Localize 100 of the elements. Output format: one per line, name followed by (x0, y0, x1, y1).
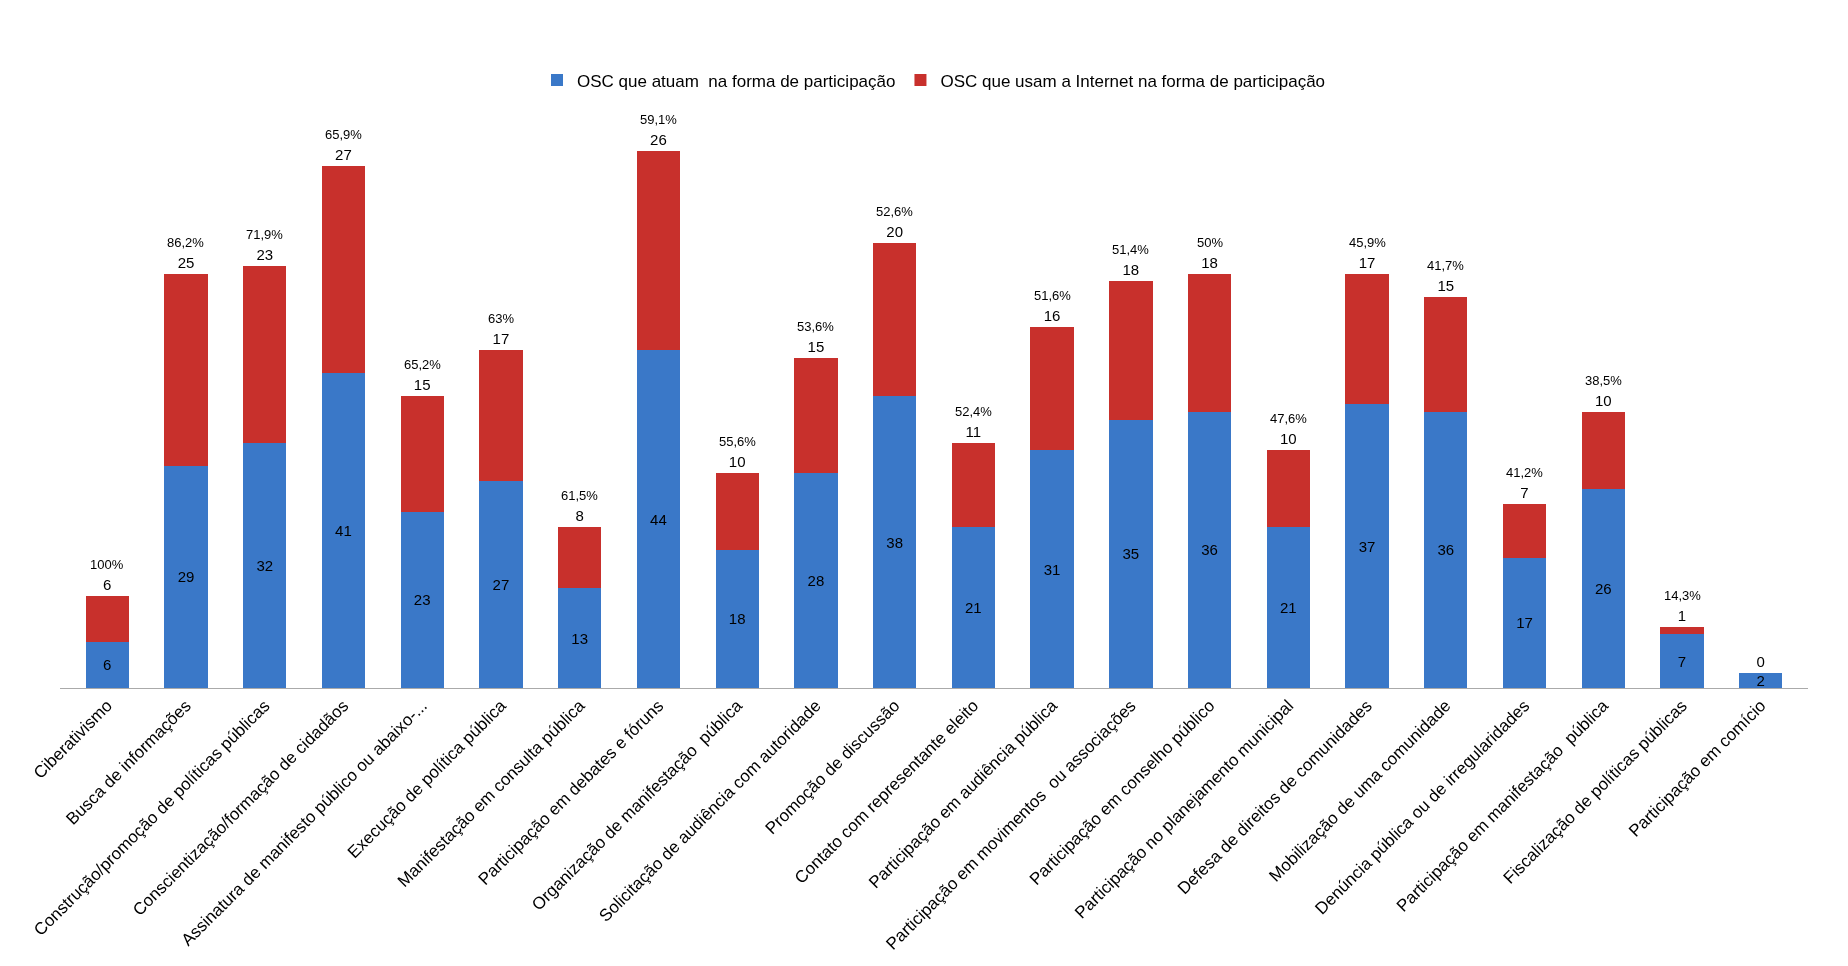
data-label: 21 (1279, 598, 1297, 616)
data-label: 15 (413, 376, 431, 394)
data-label: 23 (413, 591, 431, 609)
data-label: 2 (1756, 671, 1765, 689)
bar (400, 511, 444, 688)
bar (1502, 503, 1547, 558)
annotation: 63% (488, 311, 515, 326)
annotation: 65,2% (404, 357, 442, 372)
bar (479, 480, 523, 688)
data-label: 17 (1358, 253, 1376, 271)
bar (1187, 411, 1232, 688)
data-label: 36 (1437, 541, 1455, 559)
data-label: 18 (1122, 261, 1140, 279)
annotation: 47,6% (1270, 411, 1308, 426)
bar (1030, 327, 1074, 451)
bar (872, 396, 917, 688)
bar (1502, 557, 1547, 688)
bar (400, 396, 444, 512)
bar (1109, 419, 1153, 688)
annotation: 50% (1197, 235, 1224, 250)
annotation: 86,2% (167, 235, 205, 250)
annotation: 51,6% (1034, 288, 1072, 303)
data-label: 0 (1756, 652, 1765, 670)
data-label: 15 (1437, 276, 1455, 294)
legend-label: OSC que atuam na forma de participação (577, 71, 896, 91)
annotation: 100% (90, 557, 124, 572)
bar (636, 350, 681, 688)
data-label: 20 (886, 223, 903, 241)
bar (85, 641, 129, 688)
data-label: 13 (571, 629, 589, 647)
annotation: 55,6% (719, 434, 757, 449)
data-label: 10 (1594, 391, 1612, 409)
bar (951, 442, 996, 527)
bar (321, 373, 366, 688)
bar (1581, 488, 1625, 688)
data-label: 28 (807, 572, 825, 590)
bar (558, 526, 602, 589)
bar (1581, 411, 1625, 489)
bar (636, 151, 681, 351)
data-label: 16 (1043, 307, 1061, 325)
bar (794, 473, 838, 688)
legend-label: OSC que usam a Internet na forma de participação (940, 71, 1326, 91)
annotation: 38,5% (1585, 373, 1623, 388)
data-label: 44 (650, 510, 667, 528)
data-label: 7 (1677, 652, 1687, 670)
data-label: 26 (650, 131, 667, 148)
annotation: 52,6% (876, 204, 914, 219)
data-label: 37 (1358, 537, 1376, 555)
bar (1660, 634, 1704, 688)
bar (243, 442, 287, 688)
bar (715, 473, 759, 550)
data-label: 38 (886, 533, 903, 551)
bar (951, 526, 996, 688)
annotation: 65,9% (325, 127, 363, 142)
data-label: 17 (1516, 614, 1533, 632)
data-label: 27 (492, 575, 510, 593)
bar (164, 465, 208, 688)
bar (164, 273, 208, 466)
annotation: 51,4% (1112, 242, 1150, 257)
bar (85, 595, 129, 642)
data-label: 41 (335, 522, 352, 540)
annotation: 41,2% (1506, 465, 1544, 480)
annotation: 61,5% (561, 488, 599, 503)
data-label: 18 (728, 610, 746, 628)
annotation: 45,9% (1349, 235, 1387, 250)
annotation: 52,4% (955, 404, 993, 419)
annotation: 41,7% (1427, 258, 1465, 273)
data-label: 29 (177, 568, 195, 586)
data-label: 15 (807, 338, 825, 356)
data-label: 18 (1201, 253, 1218, 271)
annotation: 59,1% (640, 112, 678, 127)
data-label: 6 (103, 656, 112, 674)
bar (321, 166, 366, 374)
bar (1660, 626, 1704, 635)
data-label: 23 (256, 246, 274, 264)
annotation: 71,9% (246, 227, 284, 242)
bar (558, 588, 602, 688)
bar (1187, 273, 1232, 412)
data-label: 1 (1677, 606, 1687, 624)
bar (1109, 281, 1153, 420)
bar (872, 243, 917, 397)
annotation: 53,6% (797, 319, 835, 334)
bar (1345, 273, 1389, 405)
data-label: 32 (256, 556, 274, 574)
data-label: 27 (335, 146, 352, 164)
data-label: 10 (728, 453, 746, 471)
bar (243, 266, 287, 443)
data-label: 35 (1122, 545, 1140, 563)
annotation: 14,3% (1664, 588, 1702, 603)
data-label: 11 (965, 422, 982, 440)
data-label: 25 (177, 253, 195, 271)
data-label: 10 (1279, 430, 1297, 448)
bar (1424, 411, 1468, 688)
bar (794, 358, 838, 474)
data-label: 26 (1594, 579, 1612, 597)
bar (1266, 450, 1310, 527)
bar (1739, 672, 1783, 688)
data-label: 36 (1201, 541, 1218, 559)
bar (1266, 526, 1310, 688)
bar (479, 350, 523, 481)
